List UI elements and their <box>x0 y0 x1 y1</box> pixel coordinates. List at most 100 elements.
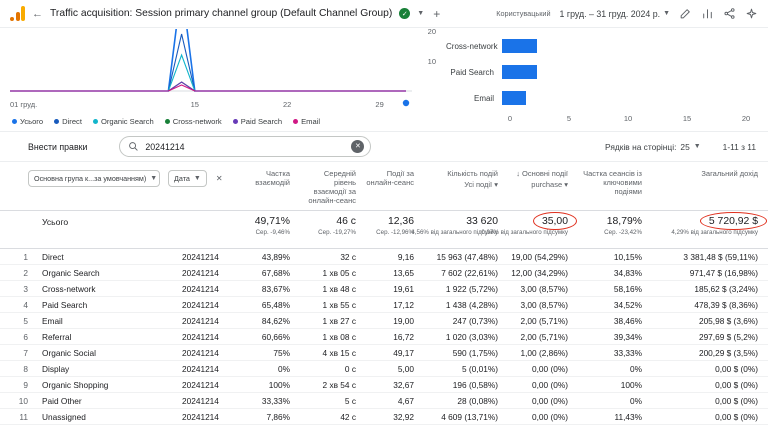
metric-value: 15 963 (47,48%) <box>436 251 498 262</box>
metric-value: 67,68% <box>261 267 290 278</box>
metric-value: 43,89% <box>261 251 290 262</box>
channel-name: Referral <box>42 331 72 342</box>
row-number: 6 <box>23 331 28 342</box>
metric-value: 1 020 (3,03%) <box>445 331 498 342</box>
svg-text:22: 22 <box>283 100 291 109</box>
totals-value: 18,79% <box>606 215 642 227</box>
metric-value: 1,00 (2,86%) <box>520 347 568 358</box>
date-value: 20241214 <box>182 347 219 358</box>
metric-value: 185,62 $ (3,24%) <box>694 283 758 294</box>
column-header[interactable]: Загальний дохід <box>650 162 768 182</box>
column-header[interactable]: ↓ Основні події purchase ▾ <box>506 162 576 193</box>
column-header[interactable]: Події за онлайн-сеанс <box>364 162 422 191</box>
table-search-box[interactable]: 20241214 ✕ <box>119 136 372 157</box>
metric-value: 0% <box>278 363 290 374</box>
rows-per-page-select[interactable]: Рядків на сторінці: 25 ▼ <box>605 142 701 152</box>
data-table: Основна група к...за умовчанням) ▼ Дата … <box>0 162 768 425</box>
axis-tick-label: 20 <box>741 114 751 123</box>
column-title: Кількість подій <box>447 169 498 178</box>
legend-item: Усього <box>12 117 43 126</box>
metric-value: 4 609 (13,71%) <box>441 411 498 422</box>
share-icon <box>724 8 735 19</box>
table-row: 10 Paid Other 20241214 33,33% 5 с 4,67 28 (0,0… <box>0 393 768 409</box>
bar <box>502 65 538 79</box>
row-number: 4 <box>23 299 28 310</box>
metric-value: 75% <box>273 347 290 358</box>
analytics-intelligence-button[interactable] <box>745 7 758 20</box>
channel-name: Display <box>42 363 70 374</box>
metric-value: 0,00 (0%) <box>532 379 568 390</box>
table-row: 2 Organic Search 20241214 67,68% 1 хв 05 с 13… <box>0 265 768 281</box>
legend-dot-icon <box>293 119 299 124</box>
table-row: 1 Direct 20241214 43,89% 32 с 9,16 15 963 (47,… <box>0 249 768 265</box>
metric-value: 32,92 <box>393 411 414 422</box>
totals-value: 49,71% <box>254 215 290 227</box>
clear-search-icon[interactable]: ✕ <box>351 140 365 153</box>
primary-dimension-dropdown[interactable]: Основна група к...за умовчанням) ▼ <box>28 170 160 187</box>
column-header[interactable]: Середній рівень взаємодії за онлайн-сеан… <box>298 162 364 210</box>
bar <box>502 91 526 105</box>
metric-value: 100% <box>268 379 290 390</box>
channel-name: Organic Social <box>42 347 96 358</box>
metric-value: 39,34% <box>613 331 642 342</box>
axis-tick-label: 15 <box>682 114 692 123</box>
user-type-label: Користувацький <box>496 9 551 18</box>
metric-value: 3,00 (8,57%) <box>520 283 568 294</box>
date-range-selector[interactable]: 1 груд. – 31 груд. 2024 р. ▼ <box>559 8 670 19</box>
metric-value: 1 хв 48 с <box>322 283 356 294</box>
bar-row: Cross-network <box>446 33 768 59</box>
add-comparison-button[interactable]: + <box>433 6 441 21</box>
title-chevron-down-icon[interactable]: ▼ <box>417 10 425 17</box>
remove-secondary-dimension-button[interactable]: ✕ <box>215 174 223 183</box>
metric-value: 4,67 <box>397 395 414 406</box>
edit-report-button[interactable] <box>679 7 692 20</box>
edit-button[interactable]: Внести правки <box>28 141 88 152</box>
back-arrow-icon[interactable]: ← <box>32 7 43 20</box>
legend-dot-icon <box>54 119 60 124</box>
rows-per-page-value: 25 <box>680 141 690 152</box>
metric-value: 32 с <box>340 251 356 262</box>
metric-value: 1 хв 05 с <box>322 267 356 278</box>
share-report-button[interactable] <box>723 7 736 20</box>
legend-dot-icon <box>164 119 170 124</box>
google-analytics-logo[interactable] <box>10 6 25 21</box>
pagination-status: 1-11 з 11 <box>722 141 756 152</box>
metric-value: 247 (0,73%) <box>452 315 498 326</box>
table-toolbar: Внести правки 20241214 ✕ Рядків на сторі… <box>0 132 768 162</box>
axis-tick-label: 0 <box>507 114 513 123</box>
totals-value-circled: 35,00 <box>532 211 578 230</box>
bar-chart-ticks: 0 5 10 15 20 <box>507 114 768 126</box>
totals-cell: 33 620 4,56% від загального підсумку <box>411 211 506 236</box>
totals-subtext: 4,56% від загального підсумку <box>411 228 498 236</box>
row-number: 5 <box>23 315 28 326</box>
table-header-row: Основна група к...за умовчанням) ▼ Дата … <box>0 162 768 211</box>
date-value: 20241214 <box>182 283 219 294</box>
search-input[interactable]: 20241214 <box>145 141 185 152</box>
secondary-dimension-dropdown[interactable]: Дата ▼ <box>168 170 207 187</box>
date-value: 20241214 <box>182 411 219 422</box>
date-value: 20241214 <box>182 251 219 262</box>
metric-value: 0,00 (0%) <box>532 411 568 422</box>
metric-value: 7 602 (22,61%) <box>441 267 498 278</box>
metric-value: 49,17 <box>393 347 414 358</box>
pencil-icon <box>680 9 690 19</box>
timeline-scrubber-dot[interactable] <box>402 99 410 107</box>
axis-tick-label: 10 <box>623 114 633 123</box>
column-title: Середній рівень взаємодії за онлайн-сеан… <box>308 169 356 206</box>
metric-value: 1 хв 08 с <box>322 331 356 342</box>
metric-value: 5 (0,01%) <box>462 363 498 374</box>
column-header[interactable]: Кількість подій Усі події ▾ <box>422 162 506 193</box>
insights-button[interactable] <box>701 7 714 20</box>
column-sub-dropdown[interactable]: Усі події ▾ <box>464 180 498 190</box>
bar-chart-icon <box>703 9 712 19</box>
column-header[interactable]: Частка взаємодій <box>238 162 298 191</box>
totals-subtext: Сер. -12,96% <box>376 228 414 236</box>
table-row: 4 Paid Search 20241214 65,48% 1 хв 55 с 17,12… <box>0 297 768 313</box>
charts-section: 20 10 01 груд. 15 22 29 Усього Direct Organic S… <box>0 28 768 132</box>
column-sub-dropdown[interactable]: purchase ▾ <box>531 180 568 190</box>
column-header[interactable]: Частка сеансів із ключовими подіями <box>576 162 650 200</box>
row-number: 3 <box>23 283 28 294</box>
metric-value: 32,67 <box>393 379 414 390</box>
metric-value: 9,16 <box>397 251 414 262</box>
table-row: 7 Organic Social 20241214 75% 4 хв 15 с 49,17… <box>0 345 768 361</box>
